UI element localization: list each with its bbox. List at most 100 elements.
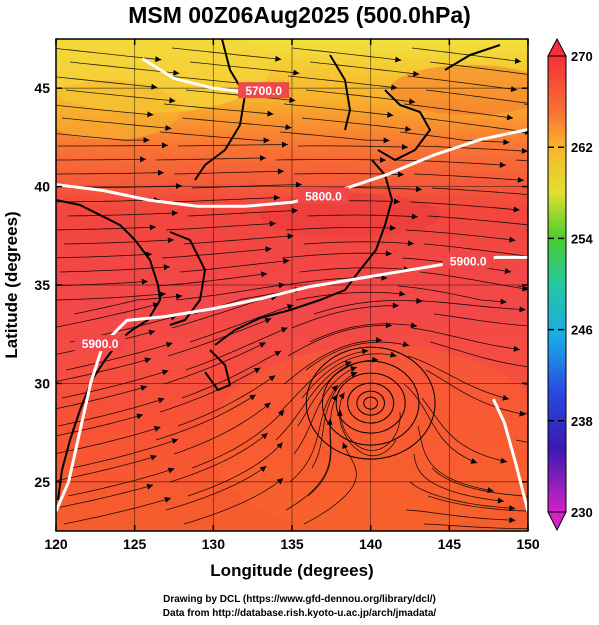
credit-drawing: Drawing by DCL (https://www.gfd-dennou.o… bbox=[163, 594, 436, 605]
streamline bbox=[183, 235, 294, 245]
streamline bbox=[185, 327, 288, 371]
streamline-arrowhead bbox=[259, 155, 266, 162]
streamline-arrowhead bbox=[513, 345, 520, 352]
streamline bbox=[301, 117, 412, 131]
colorbar-scale bbox=[547, 55, 567, 513]
circulation-ring bbox=[356, 390, 385, 416]
streamline-arrowhead bbox=[273, 194, 280, 201]
streamline bbox=[56, 133, 150, 141]
streamline bbox=[56, 414, 144, 437]
streamline-arrowhead bbox=[285, 124, 292, 131]
streamline-arrowhead bbox=[293, 69, 300, 76]
streamline bbox=[421, 117, 528, 133]
streamline bbox=[405, 509, 516, 521]
y-tick-label: 30 bbox=[34, 375, 50, 391]
streamline bbox=[423, 243, 528, 257]
colorbar-tick-label: 262 bbox=[571, 140, 593, 155]
streamline-arrowhead bbox=[344, 361, 352, 367]
streamline bbox=[419, 271, 528, 290]
streamline bbox=[403, 383, 478, 464]
streamline-arrowhead bbox=[146, 483, 154, 490]
circulation-ring bbox=[335, 372, 406, 434]
streamline bbox=[58, 144, 169, 147]
x-tick-label: 125 bbox=[123, 536, 147, 552]
streamline bbox=[421, 397, 507, 463]
streamline-arrowhead bbox=[173, 69, 180, 76]
x-tick-label: 120 bbox=[44, 536, 68, 552]
streamline bbox=[427, 495, 528, 512]
streamline-arrowhead bbox=[276, 478, 284, 485]
streamline-arrowhead bbox=[530, 508, 536, 514]
streamline bbox=[155, 394, 257, 441]
streamline bbox=[56, 386, 148, 410]
streamline-arrowhead bbox=[139, 156, 146, 163]
x-tick-label: 150 bbox=[516, 536, 540, 552]
contour-label: 5700.0 bbox=[245, 84, 282, 98]
streamline-arrowhead bbox=[381, 274, 388, 281]
colorbar-tick-label: 230 bbox=[571, 505, 593, 520]
credit-data: Data from http://database.rish.kyoto-u.a… bbox=[162, 608, 437, 619]
streamline-arrowhead bbox=[533, 72, 539, 78]
streamline-arrowhead bbox=[153, 426, 161, 432]
streamline bbox=[425, 89, 528, 104]
y-tick-label: 25 bbox=[34, 474, 50, 490]
coastline-kurils bbox=[444, 44, 501, 71]
colorbar: 270 262 254 246 238 230 bbox=[547, 37, 593, 532]
colorbar-min-arrow bbox=[547, 511, 567, 532]
streamline bbox=[313, 300, 423, 315]
streamline-arrowhead bbox=[510, 86, 518, 93]
streamline bbox=[283, 103, 394, 116]
x-axis-label: Longitude (degrees) bbox=[210, 561, 373, 580]
y-axis-label: Latitude (degrees) bbox=[2, 211, 21, 358]
streamline bbox=[413, 173, 524, 181]
colorbar-tick-label: 238 bbox=[571, 414, 593, 429]
streamline-arrowhead bbox=[136, 413, 144, 420]
coastline-sakhalin bbox=[329, 54, 351, 131]
height-contours: 5700.0 5800.0 5900.0 5900.0 bbox=[56, 57, 528, 512]
credits: Drawing by DCL (https://www.gfd-dennou.o… bbox=[0, 593, 599, 621]
streamline-arrowhead bbox=[150, 454, 157, 461]
streamline bbox=[413, 453, 504, 502]
streamline-arrowhead bbox=[393, 198, 400, 205]
streamline bbox=[305, 341, 410, 371]
streamline bbox=[303, 442, 357, 525]
streamline bbox=[181, 350, 282, 399]
streamline-arrowhead bbox=[281, 141, 288, 148]
streamline-arrowhead bbox=[405, 125, 412, 132]
streamline bbox=[405, 229, 516, 241]
streamline bbox=[291, 305, 399, 329]
streamline bbox=[61, 117, 172, 129]
streamline bbox=[275, 361, 352, 441]
streamline-arrowhead bbox=[537, 324, 543, 330]
streamline bbox=[56, 303, 160, 328]
streamline-arrowhead bbox=[283, 258, 290, 265]
streamline bbox=[431, 187, 528, 195]
streamline bbox=[56, 158, 147, 161]
streamline-arrowhead bbox=[402, 341, 410, 348]
streamline-arrowhead bbox=[497, 497, 504, 504]
streamline bbox=[429, 61, 528, 75]
streamline bbox=[397, 285, 507, 303]
colorbar-tick-label: 246 bbox=[571, 323, 593, 338]
streamline bbox=[283, 339, 383, 385]
streamline bbox=[67, 212, 179, 217]
streamline bbox=[169, 432, 268, 483]
streamline bbox=[165, 223, 276, 231]
streamline-arrowhead bbox=[415, 186, 422, 193]
x-tick-label: 140 bbox=[359, 536, 383, 552]
y-axis-ticks: 25 30 35 40 45 bbox=[34, 80, 528, 490]
streamline bbox=[411, 327, 520, 350]
circulation-center bbox=[305, 346, 436, 460]
streamline-arrowhead bbox=[412, 70, 420, 77]
streamline bbox=[63, 239, 174, 245]
streamline-arrowhead bbox=[383, 137, 390, 144]
streamline bbox=[305, 89, 416, 103]
streamline-arrowhead bbox=[530, 364, 536, 370]
streamline-arrowhead bbox=[280, 327, 288, 333]
streamline bbox=[177, 375, 276, 427]
map-title: MSM 00Z06Aug2025 (500.0hPa) bbox=[128, 2, 471, 28]
streamline-arrowhead bbox=[387, 111, 394, 118]
streamline-arrowhead bbox=[260, 271, 268, 278]
streamline-arrowhead bbox=[385, 322, 392, 329]
